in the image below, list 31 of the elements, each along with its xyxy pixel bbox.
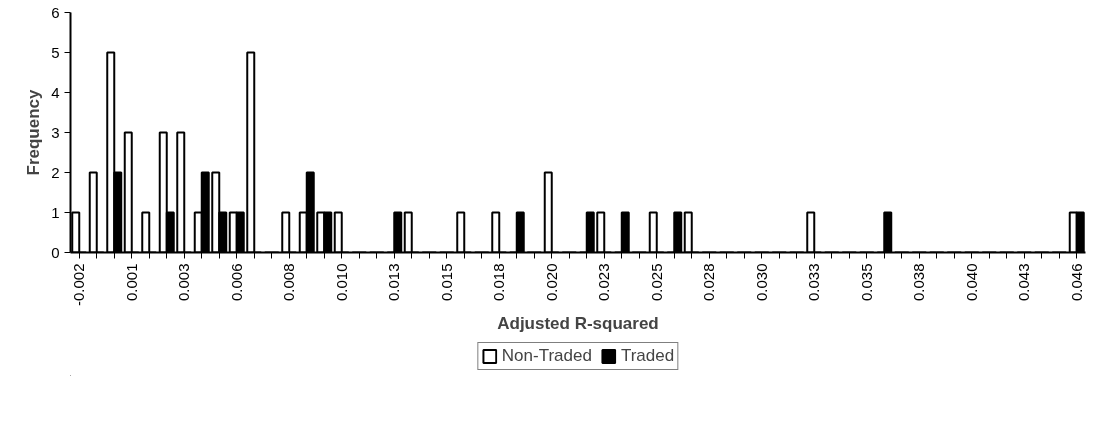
x-tick-label: 0.035 <box>857 263 875 302</box>
y-tick-label: 3 <box>51 123 60 141</box>
x-tick-label: 0.015 <box>437 263 455 302</box>
x-tick-label: 0.028 <box>700 263 718 302</box>
y-tick-label: 1 <box>51 203 60 221</box>
x-tick-label: 0.046 <box>1067 263 1085 302</box>
x-tick-label: 0.001 <box>122 263 140 302</box>
x-tick-label: 0.003 <box>175 263 193 302</box>
x-tick-label: 0.040 <box>962 263 980 302</box>
x-axis-title: Adjusted R-squared <box>497 314 659 334</box>
x-tick-label: 0.023 <box>595 263 613 302</box>
x-tick-label: 0.010 <box>332 263 350 302</box>
x-tick-label: 0.006 <box>227 263 245 302</box>
x-tick-label: 0.018 <box>490 263 508 302</box>
y-tick-label: 5 <box>51 43 60 61</box>
y-tick-label: 2 <box>51 163 60 181</box>
y-axis-title: Frequency <box>24 88 44 176</box>
legend-label: Traded <box>620 346 675 366</box>
x-tick-label: 0.020 <box>542 263 560 302</box>
y-tick-label: 4 <box>51 83 60 101</box>
x-tick-label: 0.030 <box>752 263 770 302</box>
y-tick-label: 0 <box>51 243 60 261</box>
x-tick-label: 0.043 <box>1015 263 1033 302</box>
y-tick-label: 6 <box>51 3 60 21</box>
legend-label: Non-Traded <box>501 346 592 366</box>
x-tick-label: 0.008 <box>280 263 298 302</box>
x-tick-label: 0.013 <box>385 263 403 302</box>
x-tick-label: 0.038 <box>910 263 928 302</box>
x-tick-label: 0.025 <box>647 263 665 302</box>
x-tick-label: -0.002 <box>70 263 88 307</box>
x-tick-label: 0.033 <box>805 263 823 302</box>
